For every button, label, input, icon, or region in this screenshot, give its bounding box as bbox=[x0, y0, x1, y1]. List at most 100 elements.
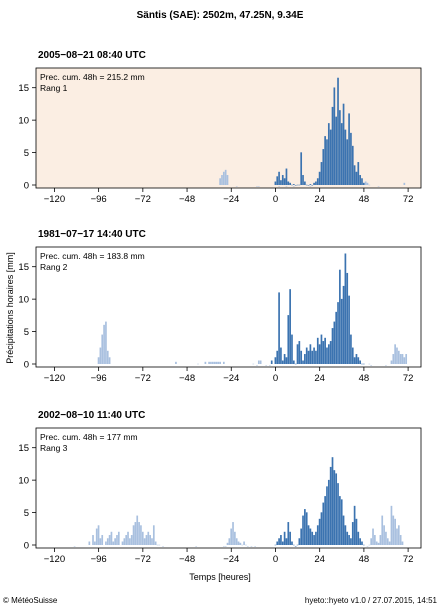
precip-bar bbox=[368, 184, 371, 186]
precip-bar bbox=[302, 175, 304, 185]
precip-bar bbox=[97, 525, 100, 545]
precip-bar bbox=[368, 544, 371, 546]
precip-bar bbox=[285, 357, 288, 364]
y-tick-label: 10 bbox=[18, 116, 29, 127]
precip-bar bbox=[294, 363, 297, 365]
precip-bar bbox=[99, 347, 102, 364]
x-tick-label: −24 bbox=[223, 554, 239, 565]
precip-bar bbox=[375, 541, 378, 545]
precip-bar bbox=[331, 106, 334, 185]
precip-bar bbox=[134, 522, 137, 545]
precip-bar bbox=[318, 518, 321, 545]
precip-bar bbox=[276, 176, 279, 185]
precip-bar bbox=[283, 531, 286, 545]
precip-bar bbox=[215, 361, 218, 364]
precip-bar bbox=[337, 77, 339, 185]
precip-bar bbox=[316, 525, 319, 545]
precip-bar bbox=[353, 505, 356, 545]
y-tick-label: 15 bbox=[18, 262, 29, 273]
precip-bar bbox=[331, 328, 334, 364]
precip-bar bbox=[221, 175, 223, 185]
precip-bar bbox=[145, 535, 148, 545]
precip-bar bbox=[291, 184, 293, 186]
x-tick-label: −96 bbox=[91, 194, 107, 205]
precip-bar bbox=[392, 354, 395, 364]
precip-bar bbox=[307, 350, 310, 364]
precip-bar bbox=[379, 535, 382, 545]
rank-label: Rang 3 bbox=[40, 443, 68, 453]
precip-bar bbox=[351, 522, 354, 545]
precip-bar bbox=[390, 505, 393, 545]
precip-bar bbox=[366, 182, 369, 185]
precip-bar bbox=[327, 344, 330, 364]
precip-bar bbox=[333, 87, 336, 185]
y-tick-label: 5 bbox=[24, 327, 29, 338]
precip-bar bbox=[346, 139, 349, 185]
precip-bar bbox=[278, 171, 280, 185]
precip-bar bbox=[362, 544, 365, 546]
precip-bar bbox=[230, 528, 233, 545]
precip-bar bbox=[318, 344, 321, 364]
precip-bar bbox=[353, 357, 356, 364]
precip-bar bbox=[344, 253, 347, 364]
x-tick-label: −48 bbox=[179, 554, 195, 565]
precip-bar bbox=[291, 334, 293, 364]
precip-bar bbox=[329, 129, 332, 185]
x-tick-label: 48 bbox=[359, 194, 370, 205]
precip-bar bbox=[222, 546, 225, 547]
precip-bar bbox=[256, 365, 258, 366]
precip-bar bbox=[337, 302, 339, 364]
precip-bar bbox=[94, 541, 96, 545]
x-tick-label: 72 bbox=[403, 194, 414, 205]
panel-date-title: 2002−08−10 11:40 UTC bbox=[38, 410, 145, 421]
precip-bar bbox=[106, 538, 109, 545]
precip-bar bbox=[307, 525, 310, 545]
precip-bar bbox=[158, 544, 161, 546]
rank-label: Rang 1 bbox=[40, 83, 68, 93]
precip-bar bbox=[138, 522, 140, 545]
precip-bar bbox=[385, 531, 387, 545]
version-footer: hyeto::hyeto v1.0 / 27.07.2015, 14:51 bbox=[305, 596, 438, 605]
precip-bar bbox=[344, 129, 347, 185]
precip-bar bbox=[116, 535, 118, 545]
precip-bar bbox=[280, 347, 282, 364]
cumulative-precip-label: Prec. cum. 48h = 183.8 mm bbox=[40, 251, 145, 261]
precip-bar bbox=[235, 538, 238, 545]
precip-bar bbox=[374, 535, 376, 545]
precip-bar bbox=[350, 538, 352, 545]
precip-bar bbox=[162, 546, 164, 547]
precip-bar bbox=[361, 178, 363, 185]
precip-bar bbox=[311, 350, 314, 364]
precip-bar bbox=[117, 531, 120, 545]
precip-bar bbox=[361, 363, 363, 365]
precip-bar bbox=[315, 531, 317, 545]
hyetogram-panel-1: 2005−08−21 08:40 UTC Prec. cum. 48h = 215… bbox=[18, 50, 422, 205]
precip-bar bbox=[322, 502, 325, 545]
precip-bar bbox=[309, 186, 312, 187]
precip-bar bbox=[285, 168, 288, 185]
hyetogram-panel-3: 2002−08−10 11:40 UTC Prec. cum. 48h = 177… bbox=[18, 410, 422, 565]
precip-bar bbox=[101, 334, 104, 364]
precip-bar bbox=[304, 354, 306, 364]
x-tick-label: −120 bbox=[44, 554, 65, 565]
precip-bar bbox=[309, 344, 312, 364]
precip-bar bbox=[274, 544, 277, 546]
precip-bar bbox=[388, 541, 391, 545]
precip-bar bbox=[130, 535, 133, 545]
precip-bar bbox=[88, 541, 91, 545]
precip-bar bbox=[359, 175, 361, 185]
precip-bar bbox=[237, 541, 240, 545]
precip-bar bbox=[219, 361, 221, 364]
x-tick-label: −120 bbox=[44, 373, 65, 384]
plot-area bbox=[36, 247, 421, 367]
x-tick-label: 48 bbox=[359, 373, 370, 384]
precip-bar bbox=[304, 509, 306, 545]
precip-bar bbox=[103, 324, 105, 364]
precip-bar bbox=[292, 184, 295, 185]
precip-bar bbox=[316, 337, 319, 364]
precip-bar bbox=[331, 457, 334, 545]
precip-bar bbox=[385, 365, 387, 366]
precip-bar bbox=[326, 486, 328, 545]
precip-bar bbox=[210, 361, 212, 364]
precip-bar bbox=[351, 145, 354, 185]
